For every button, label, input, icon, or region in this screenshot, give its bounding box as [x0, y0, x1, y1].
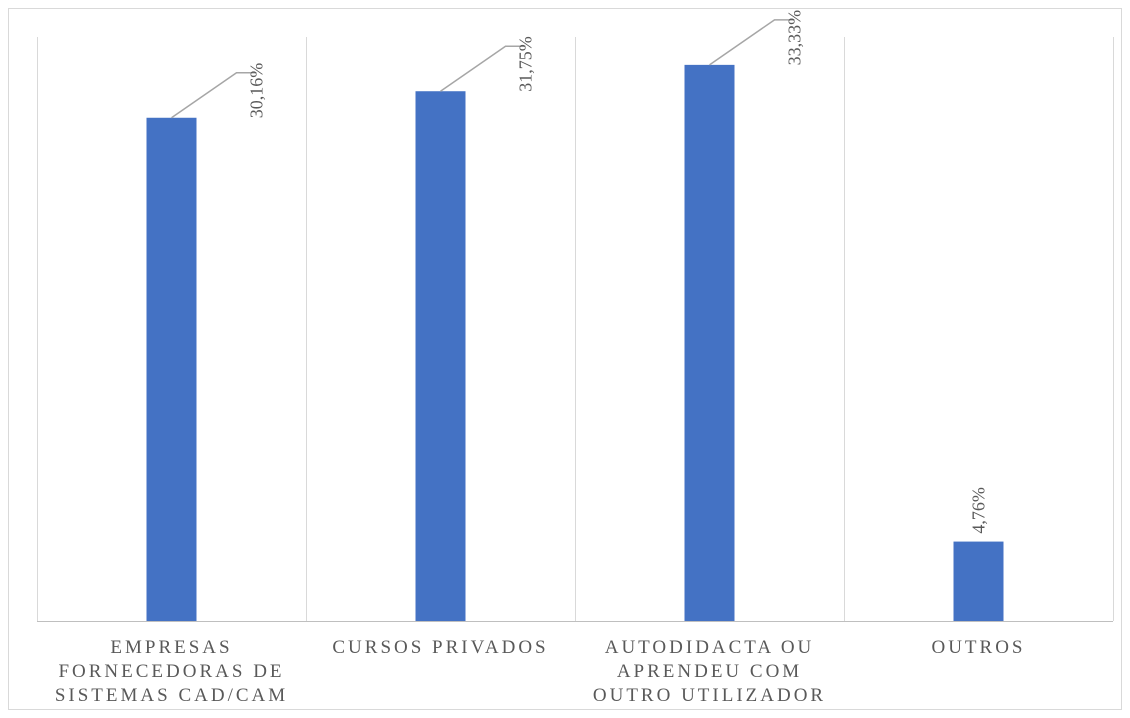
x-tick-label: APRENDEU COM	[617, 661, 802, 682]
bar	[953, 541, 1004, 621]
bar	[415, 91, 466, 621]
bar	[684, 64, 735, 622]
data-label: 4,76%	[969, 487, 989, 534]
x-tick-label: OUTROS	[931, 637, 1025, 658]
leader-line	[171, 72, 257, 119]
leader-line	[709, 19, 795, 66]
x-tick-label: SISTEMAS CAD/CAM	[55, 685, 288, 706]
x-tick-label: OUTRO UTILIZADOR	[593, 685, 826, 706]
chart-frame: 30,16% EMPRESAS FORNECEDORAS DE SISTEMAS CA…	[8, 8, 1122, 710]
data-label: 30,16%	[247, 63, 267, 119]
x-tick-label: AUTODIDACTA OU	[605, 637, 815, 658]
bar-chart: 30,16% EMPRESAS FORNECEDORAS DE SISTEMAS CA…	[37, 10, 1114, 706]
x-tick-label: EMPRESAS	[110, 637, 232, 658]
data-label: 31,75%	[516, 36, 536, 92]
x-tick-label: FORNECEDORAS DE	[58, 661, 284, 682]
leader-line	[440, 45, 526, 92]
bar	[146, 117, 197, 622]
data-label: 33,33%	[785, 10, 805, 66]
x-tick-label: CURSOS PRIVADOS	[332, 637, 548, 658]
